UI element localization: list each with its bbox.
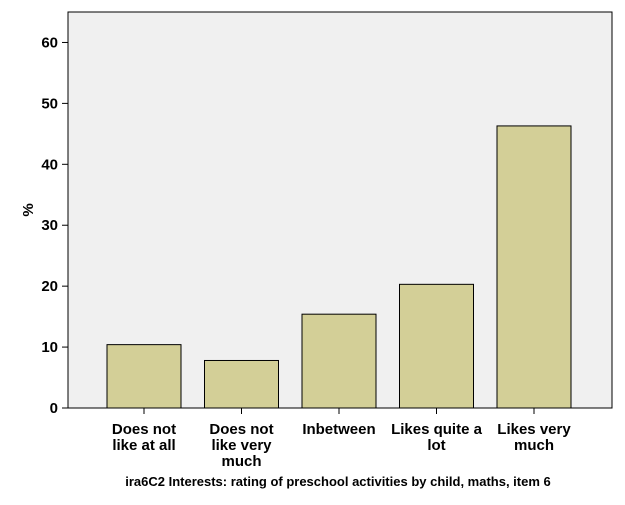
bar bbox=[496, 125, 572, 409]
y-axis-ticks: 0 10 20 30 40 50 60 bbox=[41, 34, 68, 417]
bar bbox=[106, 344, 182, 409]
x-tick-label: Likes very much bbox=[497, 421, 571, 454]
x-tick-label: Inbetween bbox=[302, 421, 375, 438]
y-tick-label: 0 bbox=[50, 400, 58, 417]
bar bbox=[301, 313, 377, 409]
x-tick-label: Likes quite a lot bbox=[391, 421, 483, 454]
bar bbox=[399, 283, 474, 409]
bars-group bbox=[106, 125, 572, 409]
x-tick-label: Does not like very much bbox=[209, 421, 273, 470]
y-axis-title: % bbox=[20, 203, 37, 216]
y-tick-label: 40 bbox=[41, 156, 58, 173]
x-tick-label: Does not like at all bbox=[112, 421, 176, 454]
bar bbox=[204, 359, 279, 409]
y-tick-label: 60 bbox=[41, 34, 58, 51]
x-axis-ticks: Does not like at all Does not like very much… bbox=[112, 408, 571, 470]
y-tick-label: 20 bbox=[41, 278, 58, 295]
x-axis-title: ira6C2 Interests: rating of preschool ac… bbox=[125, 474, 551, 489]
y-tick-label: 50 bbox=[41, 95, 58, 112]
y-tick-label: 30 bbox=[41, 217, 58, 234]
y-tick-label: 10 bbox=[41, 339, 58, 356]
